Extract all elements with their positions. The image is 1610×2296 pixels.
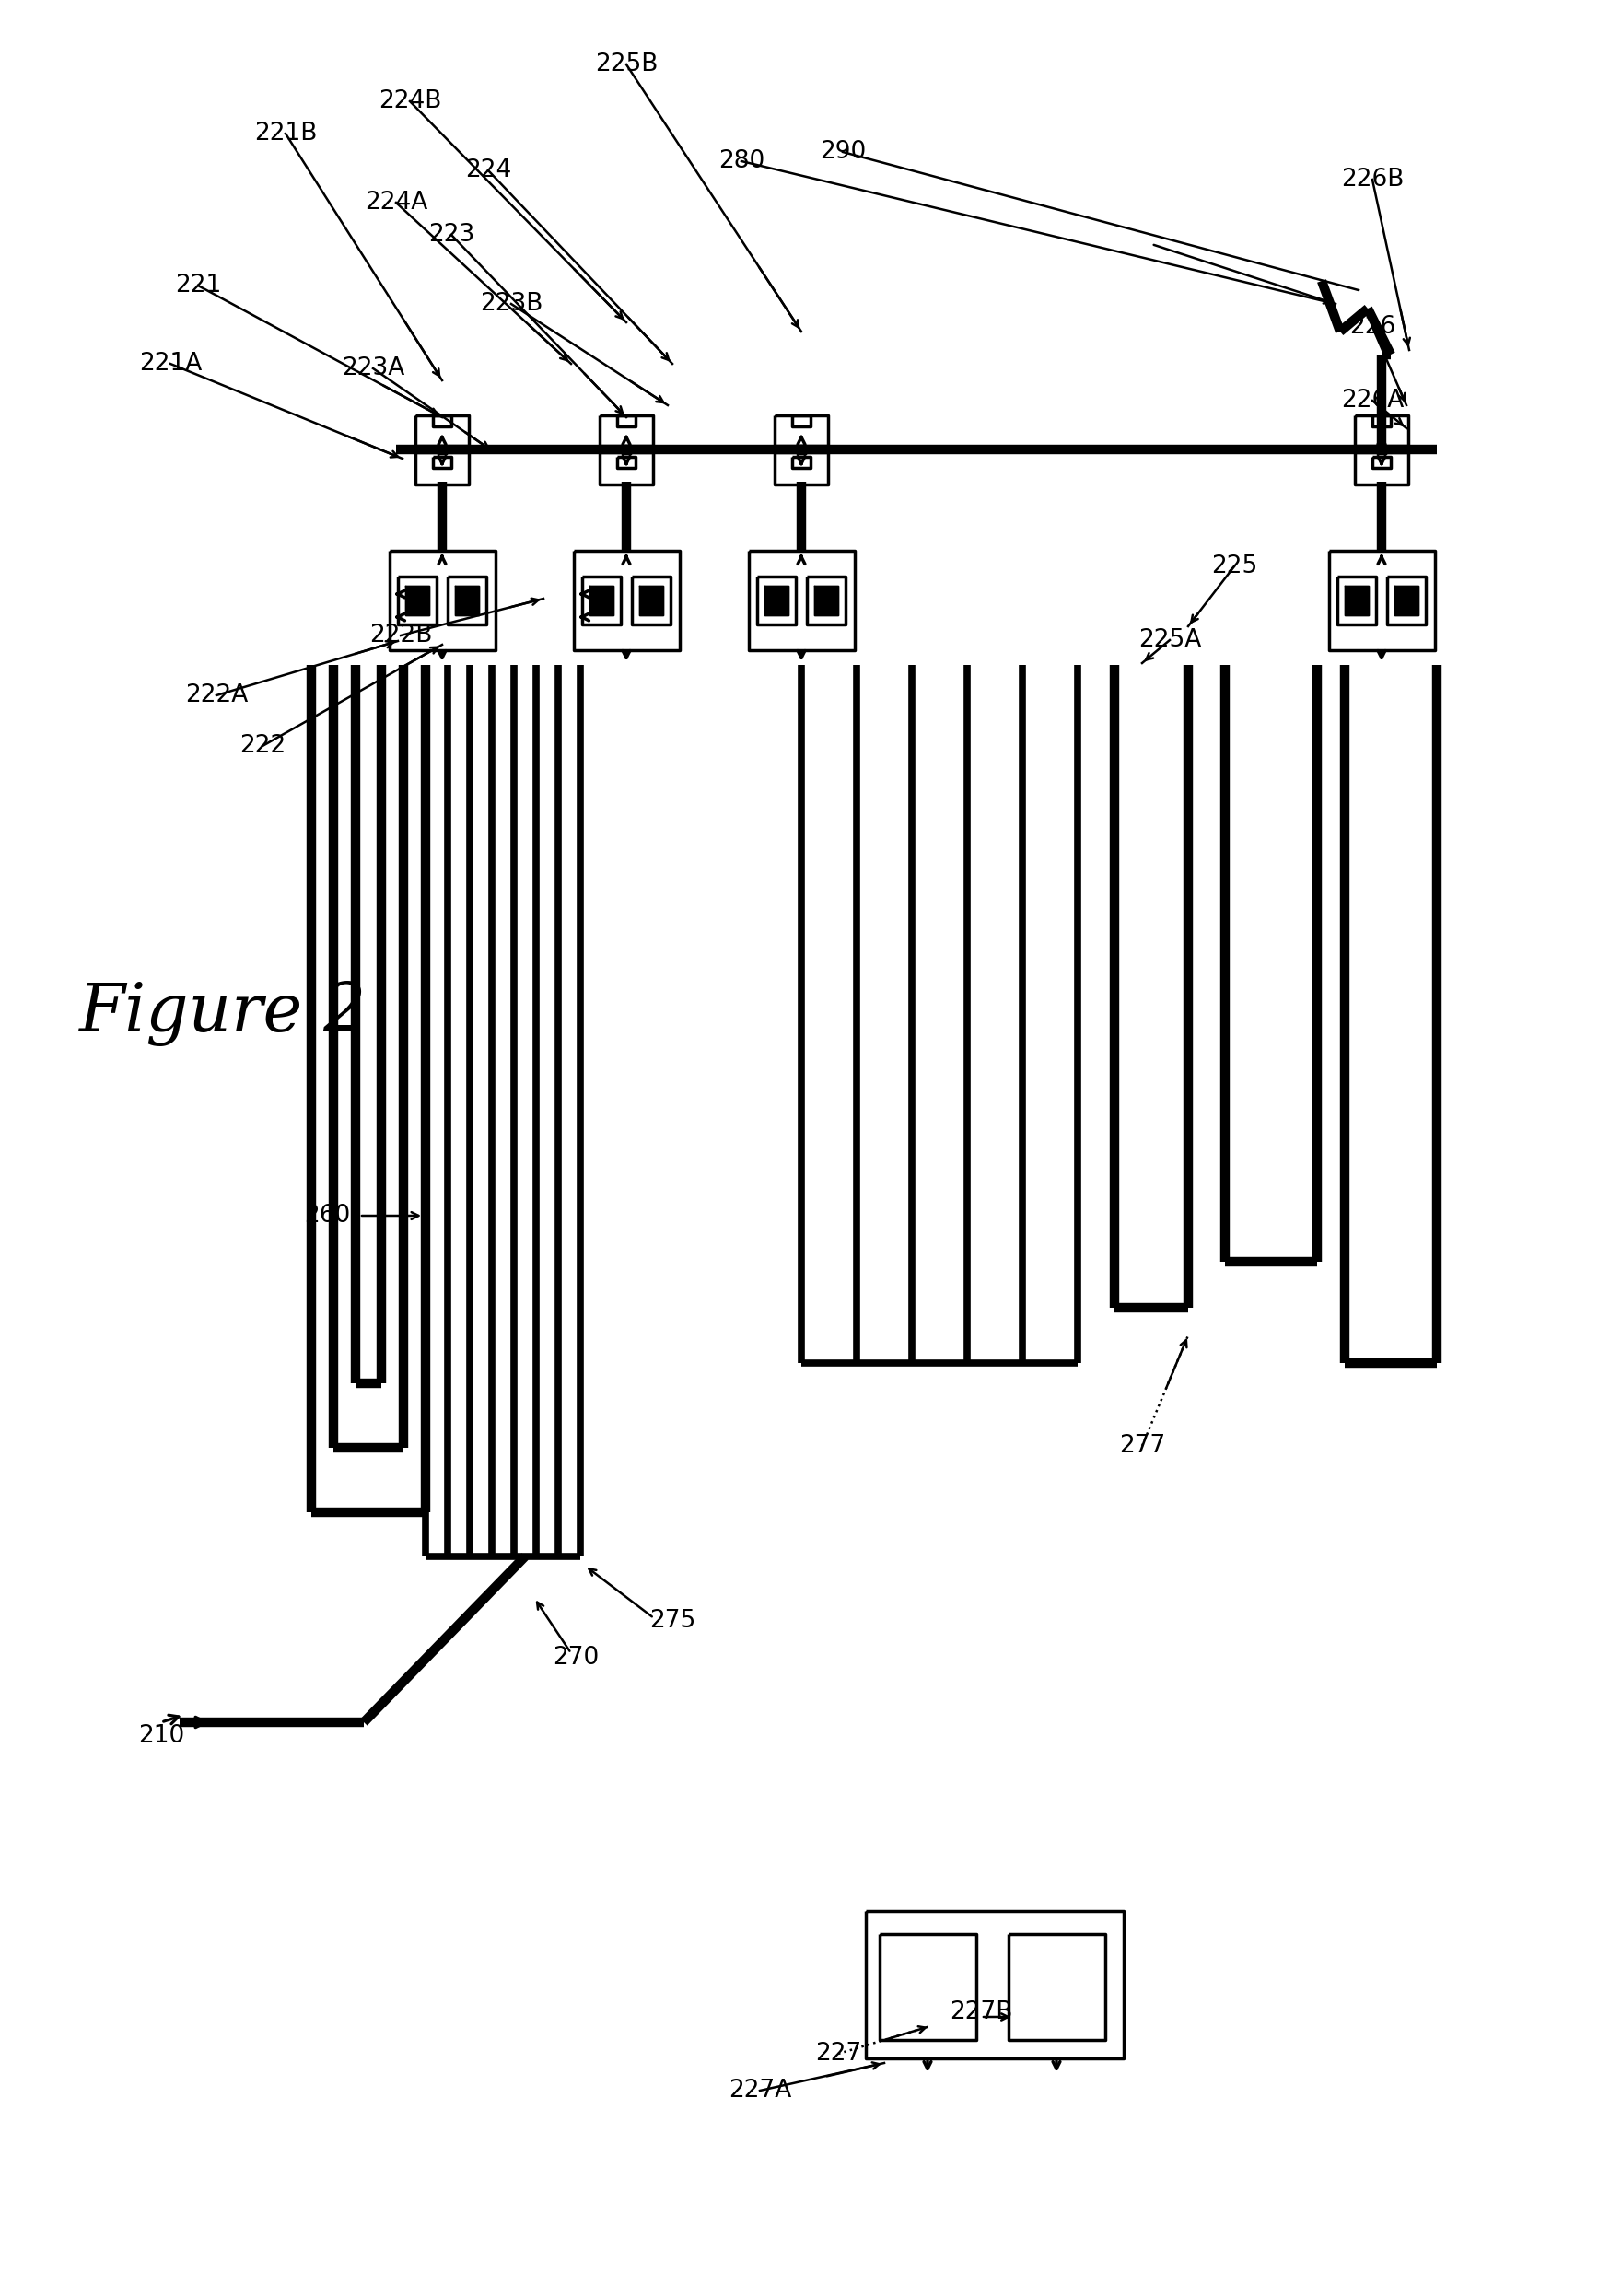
Text: 222A: 222A [185,684,248,707]
Polygon shape [456,585,478,615]
Text: 227A: 227A [728,2078,791,2103]
Polygon shape [621,445,631,455]
Text: Figure 2: Figure 2 [79,980,365,1045]
Text: 280: 280 [718,149,765,172]
Text: 270: 270 [552,1646,599,1669]
Text: 226B: 226B [1341,168,1404,191]
Text: 225: 225 [1211,553,1257,579]
Text: 277: 277 [1119,1435,1166,1458]
Text: 225A: 225A [1138,629,1201,652]
Text: 260: 260 [304,1203,349,1228]
Text: 221: 221 [175,273,221,298]
Text: 227: 227 [815,2041,861,2066]
Text: 227B: 227B [950,2000,1013,2025]
Polygon shape [1394,585,1418,615]
Polygon shape [765,585,789,615]
Polygon shape [1344,585,1368,615]
Text: 221A: 221A [138,351,201,377]
Text: 223A: 223A [341,356,404,381]
Polygon shape [438,445,446,455]
Polygon shape [815,585,839,615]
Text: 223B: 223B [480,292,543,317]
Text: 223: 223 [428,223,475,248]
Text: 222B: 222B [369,625,431,647]
Text: 224B: 224B [378,90,441,113]
Polygon shape [406,585,430,615]
Polygon shape [589,585,613,615]
Text: 210: 210 [138,1724,184,1747]
Text: 224: 224 [465,158,512,181]
Polygon shape [639,585,663,615]
Text: 221B: 221B [254,122,317,145]
Text: 290: 290 [819,140,866,163]
Text: 226A: 226A [1341,388,1404,413]
Polygon shape [1377,445,1386,455]
Text: 275: 275 [649,1609,696,1632]
Text: 226: 226 [1349,315,1396,340]
Text: 224A: 224A [364,191,428,214]
Text: 225B: 225B [594,53,658,76]
Polygon shape [797,445,807,455]
Text: 222: 222 [240,735,285,758]
